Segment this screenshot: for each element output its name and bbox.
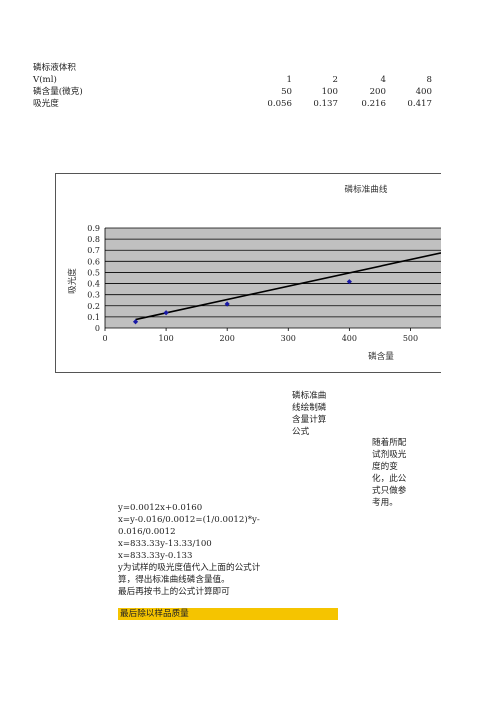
cell-volume-1: 1 [286, 75, 292, 85]
formula-line: y为试样的吸光度值代入上面的公式计 [118, 563, 261, 573]
table-header: 磷标液体积 [33, 63, 76, 73]
side-note-line: 随着所配 [372, 438, 407, 448]
gridlines [104, 227, 441, 329]
cell-absorbance-4: 0.417 [407, 99, 432, 109]
y-tick-label: 0.6 [87, 257, 100, 266]
cell-absorbance-2: 0.137 [313, 99, 338, 109]
row-label-absorbance: 吸光度 [33, 99, 59, 109]
y-tick-label: 0.3 [87, 291, 100, 300]
side-note-curve: 磷标准曲 线绘制磷 含量计算 公式 [292, 390, 326, 438]
side-note-line: 试剂吸光 [372, 450, 407, 460]
x-axis-label: 磷含量 [368, 350, 394, 362]
formula-line: 0.016/0.0012 [118, 527, 176, 537]
plot-area [105, 228, 441, 328]
side-note-reference: 随着所配 试剂吸光 度的变 化，此公 式只做参 考用。 [372, 437, 406, 509]
chart-title: 磷标准曲线 [345, 183, 388, 195]
cell-content-1: 50 [281, 87, 292, 97]
data-point [163, 310, 169, 316]
data-point [132, 319, 139, 325]
formula-line: x=833.33y-0.133 [118, 551, 193, 561]
phosphorus-standard-curve-chart: 磷标准曲线 0 0.1 0.2 0.3 0.4 0.5 0.6 0.7 0.8 0.9 0 100 2… [66, 183, 442, 362]
chart-area: 磷标准曲线 0 0.1 0.2 0.3 0.4 0.5 0.6 0.7 0.8 0.9 0 100 2… [55, 173, 442, 373]
side-note-line: 考用。 [372, 498, 398, 508]
trendline [135, 252, 442, 321]
y-tick-labels: 0 0.1 0.2 0.3 0.4 0.5 0.6 0.7 0.8 0.9 [87, 224, 100, 333]
x-tick-label: 400 [342, 334, 357, 343]
formula-line: 最后再按书上的公式计算即可 [118, 587, 230, 597]
y-axis-label: 吸光度 [66, 268, 78, 294]
side-note-line: 度的变 [372, 462, 398, 472]
highlight-text: 最后除以样品质量 [120, 609, 189, 619]
side-note-line: 化，此公 [372, 474, 407, 484]
side-note-line: 含量计算 [292, 415, 327, 425]
highlight-cell: 最后除以样品质量 [118, 608, 338, 620]
formula-line: y=0.0012x+0.0160 [118, 503, 203, 513]
formula-line: x=833.33y-13.33/100 [118, 539, 212, 549]
cell-content-4: 400 [415, 87, 432, 97]
x-tick-label: 0 [102, 334, 107, 343]
formula-line: x=y-0.016/0.0012=(1/0.0012)*y- [118, 515, 260, 525]
x-tick-label: 100 [158, 334, 173, 343]
y-tick-label: 0.2 [87, 302, 100, 311]
cell-content-2: 100 [321, 87, 338, 97]
side-note-line: 磷标准曲 [292, 391, 327, 401]
side-note-line: 线绘制磷 [292, 403, 327, 413]
x-tick-label: 200 [220, 334, 235, 343]
y-tick-label: 0.4 [87, 280, 100, 289]
side-note-line: 式只做参 [372, 486, 407, 496]
side-note-line: 公式 [292, 427, 310, 437]
cell-absorbance-3: 0.216 [361, 99, 386, 109]
cell-volume-2: 2 [332, 75, 338, 85]
y-tick-label: 0.9 [87, 224, 100, 233]
cell-volume-3: 4 [380, 75, 386, 85]
formula-line: 算，得出标准曲线磷含量值。 [118, 575, 230, 585]
y-tick-label: 0.8 [87, 235, 100, 244]
y-tick-label: 0.7 [87, 246, 100, 255]
row-label-volume: V(ml) [33, 75, 57, 85]
x-tick-label: 300 [281, 334, 296, 343]
y-tick-label: 0 [95, 324, 100, 333]
cell-absorbance-1: 0.056 [267, 99, 292, 109]
y-tick-label: 0.1 [87, 313, 100, 322]
row-label-content: 磷含量(微克) [33, 87, 83, 97]
cell-content-3: 200 [369, 87, 386, 97]
data-point [224, 301, 230, 307]
formula-block: y=0.0012x+0.0160 x=y-0.016/0.0012=(1/0.0… [118, 502, 260, 598]
y-tick-label: 0.5 [87, 268, 100, 277]
cell-volume-4: 8 [426, 75, 432, 85]
x-tick-label: 500 [403, 334, 418, 343]
x-tick-labels: 0 100 200 300 400 500 [102, 328, 418, 343]
